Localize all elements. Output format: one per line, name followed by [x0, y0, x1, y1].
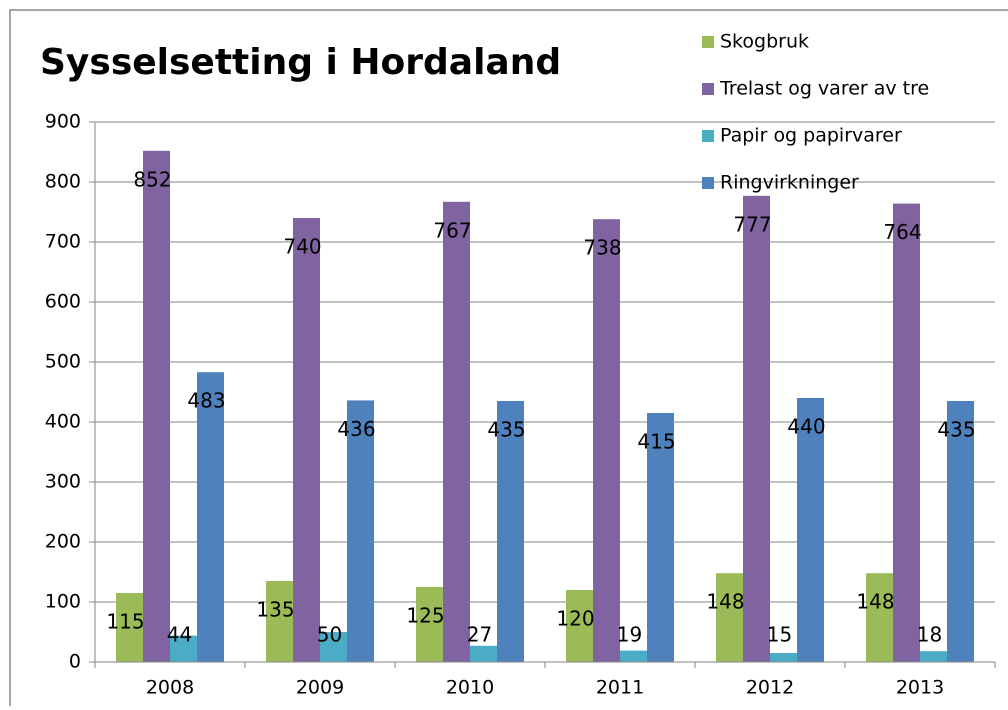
legend-swatch: [702, 83, 714, 95]
bar: [320, 632, 347, 662]
data-label: 740: [283, 235, 321, 259]
data-label: 18: [917, 623, 942, 647]
bar: [197, 372, 224, 662]
data-label: 27: [467, 623, 492, 647]
data-label: 852: [133, 167, 171, 191]
data-label: 767: [433, 218, 471, 242]
data-label: 125: [406, 604, 444, 628]
bar: [416, 587, 443, 662]
legend-label: Papir og papirvarer: [720, 125, 902, 147]
x-tick-label: 2013: [896, 677, 944, 699]
bar: [116, 593, 143, 662]
bar: [293, 218, 320, 662]
bar: [770, 653, 797, 662]
y-tick-label: 300: [45, 471, 81, 493]
bar: [920, 651, 947, 662]
chart-title: Sysselsetting i Hordaland: [40, 42, 561, 83]
x-tick-label: 2008: [146, 677, 194, 699]
data-label: 436: [337, 417, 375, 441]
data-label: 15: [767, 623, 792, 647]
x-tick-label: 2010: [446, 677, 494, 699]
data-label: 135: [256, 598, 294, 622]
y-tick-label: 400: [45, 411, 81, 433]
data-label: 435: [487, 418, 525, 442]
bar: [593, 219, 620, 662]
y-tick-label: 800: [45, 171, 81, 193]
y-tick-label: 700: [45, 231, 81, 253]
y-tick-label: 500: [45, 351, 81, 373]
data-label: 148: [856, 590, 894, 614]
bar: [347, 400, 374, 662]
legend-swatch: [702, 36, 714, 48]
data-label: 115: [106, 610, 144, 634]
x-tick-label: 2009: [296, 677, 344, 699]
data-label: 483: [187, 389, 225, 413]
bar: [266, 581, 293, 662]
data-label: 440: [787, 415, 825, 439]
legend-swatch: [702, 130, 714, 142]
x-tick-label: 2011: [596, 677, 644, 699]
bar: [470, 645, 497, 662]
x-tick-label: 2012: [746, 677, 794, 699]
legend-swatch: [702, 177, 714, 189]
data-label: 415: [637, 430, 675, 454]
data-label: 148: [706, 590, 744, 614]
data-label: 44: [167, 623, 192, 647]
data-label: 738: [583, 236, 621, 260]
y-tick-label: 0: [69, 651, 81, 673]
bar: [866, 573, 893, 662]
bar: [497, 401, 524, 662]
bar: [170, 635, 197, 662]
data-label: 50: [317, 623, 342, 647]
bar: [716, 573, 743, 662]
chart-frame: [9, 9, 1008, 710]
data-label: 777: [733, 212, 771, 236]
bar: [143, 150, 170, 663]
bar: [566, 590, 593, 662]
data-label: 120: [556, 607, 594, 631]
y-tick-label: 200: [45, 531, 81, 553]
data-label: 19: [617, 623, 642, 647]
bar: [947, 401, 974, 662]
legend-label: Ringvirkninger: [720, 172, 859, 194]
y-tick-label: 100: [45, 591, 81, 613]
bar: [797, 398, 824, 662]
bar: [443, 201, 470, 663]
bar: [893, 203, 920, 662]
data-label: 435: [937, 418, 975, 442]
bar: [620, 650, 647, 662]
bar: [647, 413, 674, 662]
data-label: 764: [883, 220, 921, 244]
legend-label: Skogbruk: [720, 31, 809, 53]
legend-label: Trelast og varer av tre: [719, 78, 929, 100]
bar: [743, 195, 770, 663]
y-tick-label: 600: [45, 291, 81, 313]
y-tick-label: 900: [45, 111, 81, 133]
